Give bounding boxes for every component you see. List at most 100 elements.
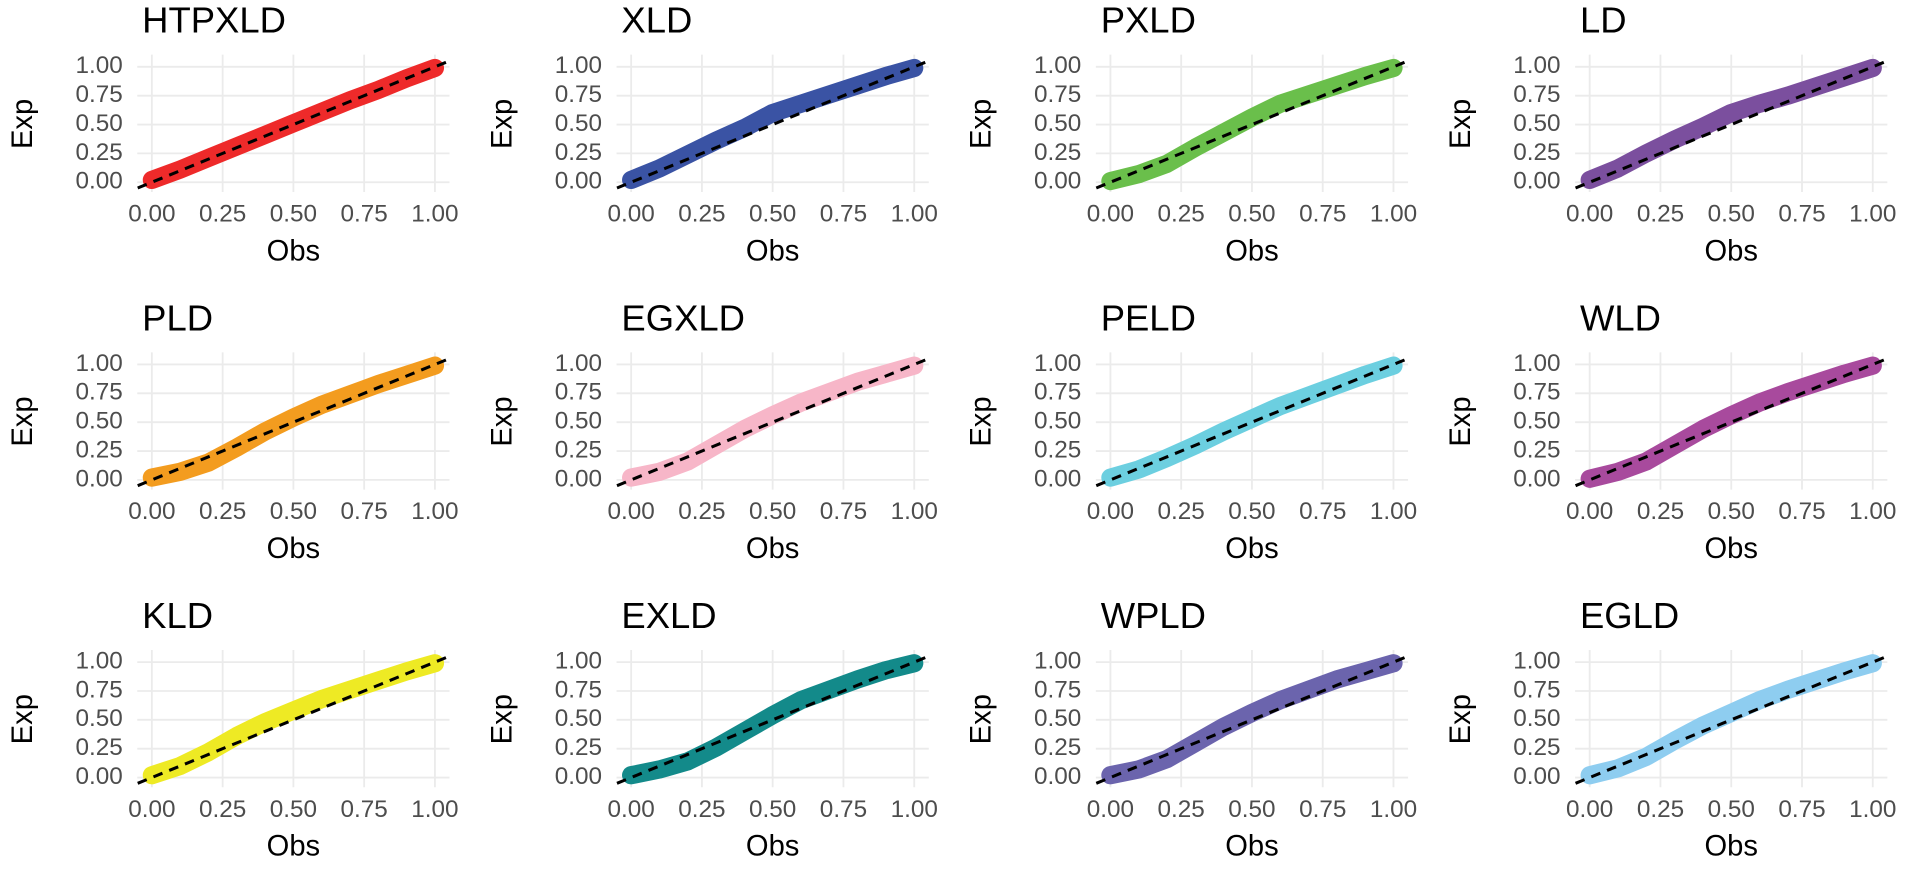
x-axis-label: Obs — [1225, 235, 1278, 267]
y-axis-label: Exp — [1445, 396, 1477, 446]
y-tick-label: 0.50 — [1513, 110, 1560, 137]
x-tick-label: 0.00 — [608, 498, 655, 525]
chart-title: EXLD — [621, 595, 716, 636]
panel: 0.000.250.500.751.000.00 0.25 0.50 0.75 1.00… — [1445, 297, 1897, 565]
reference-line — [137, 59, 450, 190]
y-tick-label: 0.50 — [1034, 110, 1081, 137]
chart-title: PLD — [142, 297, 213, 338]
reference-line — [1095, 59, 1409, 190]
y-tick-label: 0.25 — [555, 436, 602, 463]
y-tick-label: 0.25 — [555, 139, 602, 166]
x-tick-label: 0.50 — [1708, 200, 1755, 227]
x-axis-label: Obs — [1705, 533, 1758, 565]
reference-line — [616, 654, 929, 785]
panel: 0.000.250.500.751.000.00 0.25 0.50 0.75 1.00… — [486, 595, 938, 863]
y-tick-label: 0.00 — [1513, 763, 1560, 790]
y-tick-label: 0.25 — [75, 436, 122, 463]
y-tick-label: 0.00 — [75, 168, 122, 195]
y-tick-label: 0.75 — [75, 379, 122, 406]
x-tick-label: 0.25 — [1637, 200, 1684, 227]
y-tick-label: 1.00 — [555, 350, 602, 377]
y-tick-label: 0.50 — [1513, 408, 1560, 435]
reference-line — [1095, 654, 1409, 785]
y-axis-label: Exp — [966, 396, 998, 446]
y-tick-label: 0.75 — [1034, 676, 1081, 703]
x-tick-label: 0.50 — [749, 796, 796, 823]
x-tick-label: 1.00 — [411, 796, 458, 823]
x-tick-label: 0.75 — [1778, 498, 1825, 525]
y-axis-label: Exp — [966, 99, 998, 149]
x-tick-label: 0.25 — [678, 498, 725, 525]
panel: 0.000.250.500.751.000.00 0.25 0.50 0.75 1.00… — [966, 595, 1418, 863]
y-tick-label: 0.75 — [1513, 379, 1560, 406]
y-tick-label: 0.50 — [555, 408, 602, 435]
x-axis-label: Obs — [267, 831, 320, 863]
x-tick-label: 0.75 — [1299, 200, 1346, 227]
pp-curve — [142, 654, 445, 785]
x-tick-label: 0.75 — [820, 796, 867, 823]
y-tick-label: 0.25 — [1513, 436, 1560, 463]
x-tick-label: 0.25 — [1637, 498, 1684, 525]
chart-title: EGXLD — [621, 297, 745, 338]
x-tick-label: 0.25 — [199, 796, 246, 823]
y-tick-label: 1.00 — [1513, 648, 1560, 675]
x-tick-label: 1.00 — [1370, 796, 1417, 823]
chart-title: LD — [1580, 0, 1627, 41]
y-tick-label: 0.00 — [1034, 465, 1081, 492]
y-tick-label: 0.25 — [1513, 139, 1560, 166]
x-tick-label: 0.75 — [341, 200, 388, 227]
x-tick-label: 1.00 — [1370, 498, 1417, 525]
x-tick-label: 1.00 — [1849, 796, 1896, 823]
y-tick-label: 0.50 — [1034, 408, 1081, 435]
x-tick-label: 1.00 — [1849, 498, 1896, 525]
x-tick-label: 0.00 — [1087, 200, 1134, 227]
pp-curve — [142, 58, 445, 190]
y-tick-label: 0.25 — [1513, 734, 1560, 761]
y-tick-label: 0.00 — [555, 168, 602, 195]
y-tick-label: 0.50 — [555, 705, 602, 732]
x-tick-label: 0.75 — [341, 498, 388, 525]
x-tick-label: 0.50 — [1228, 498, 1275, 525]
pp-curve — [622, 654, 924, 785]
reference-line — [137, 357, 450, 488]
y-axis-label: Exp — [966, 694, 998, 744]
y-tick-label: 0.50 — [75, 110, 122, 137]
panel: 0.000.250.500.751.000.00 0.25 0.50 0.75 1.00… — [1445, 595, 1897, 863]
x-tick-label: 0.75 — [1778, 796, 1825, 823]
pp-curve — [1580, 654, 1882, 785]
x-tick-label: 0.00 — [128, 200, 175, 227]
x-tick-label: 0.50 — [270, 200, 317, 227]
x-tick-label: 0.50 — [1708, 498, 1755, 525]
y-tick-label: 1.00 — [555, 648, 602, 675]
pp-curve — [1580, 58, 1882, 190]
y-tick-label: 0.50 — [1513, 705, 1560, 732]
y-tick-label: 0.25 — [75, 734, 122, 761]
y-tick-label: 0.75 — [1513, 81, 1560, 108]
x-tick-label: 0.50 — [1228, 200, 1275, 227]
y-tick-label: 1.00 — [75, 52, 122, 79]
x-tick-label: 0.25 — [199, 498, 246, 525]
pp-curve — [622, 58, 924, 190]
reference-line — [616, 59, 929, 190]
x-tick-label: 0.50 — [749, 200, 796, 227]
x-tick-label: 1.00 — [891, 796, 938, 823]
x-tick-label: 0.75 — [341, 796, 388, 823]
y-tick-label: 1.00 — [1034, 350, 1081, 377]
y-tick-label: 1.00 — [1513, 52, 1560, 79]
x-tick-label: 0.75 — [1778, 200, 1825, 227]
panel: 0.000.250.500.751.000.00 0.25 0.50 0.75 1.00… — [486, 297, 938, 565]
reference-line — [616, 357, 929, 488]
x-axis-label: Obs — [267, 533, 320, 565]
y-tick-label: 0.25 — [1034, 734, 1081, 761]
reference-line — [1574, 654, 1888, 785]
chart-title: HTPXLD — [142, 0, 286, 41]
y-tick-label: 1.00 — [1513, 350, 1560, 377]
reference-line — [1574, 357, 1888, 488]
x-tick-label: 0.75 — [1299, 498, 1346, 525]
y-tick-label: 0.25 — [1034, 139, 1081, 166]
x-tick-label: 1.00 — [891, 498, 938, 525]
pp-curve — [1580, 356, 1882, 488]
x-axis-label: Obs — [267, 235, 320, 267]
x-tick-label: 0.25 — [199, 200, 246, 227]
